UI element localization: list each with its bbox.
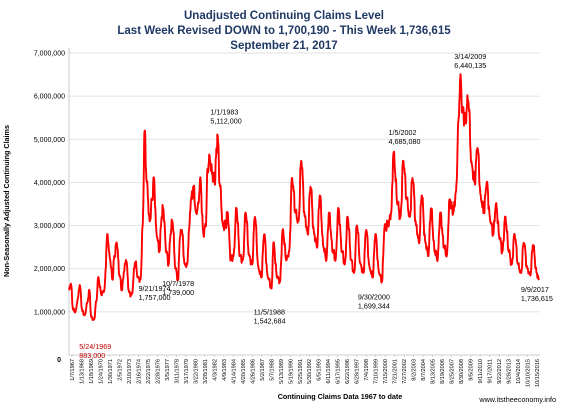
x-tick-label: 6/5/1993 [317, 359, 323, 381]
series-line [68, 73, 540, 322]
x-tick-label: 4/26/1986 [250, 359, 256, 384]
x-tick-label: 4/9/1983 [222, 359, 228, 381]
y-tick-label: 1,000,000 [34, 309, 65, 316]
x-tick-label: 3/11/1978 [174, 359, 180, 383]
annotation-date: 10/7/1978 [162, 279, 194, 288]
x-tick-label: 8/2/2003 [412, 359, 418, 381]
x-tick-label: 3/28/1981 [203, 359, 209, 384]
annotation-value: 5,112,000 [210, 116, 241, 125]
x-tick-label: 8/7/2004 [421, 359, 427, 381]
annotation-date: 9/9/2017 [521, 285, 549, 294]
x-tick-label: 5/13/1989 [279, 359, 285, 384]
x-tick-label: 7/27/2002 [402, 359, 408, 384]
x-tick-label: 4/14/1984 [231, 359, 237, 384]
x-tick-label: 8/19/2006 [440, 359, 446, 384]
x-tick-label: 2/28/1976 [155, 359, 161, 384]
x-tick-label: 9/17/2011 [488, 359, 494, 383]
annotation-value: 1,739,000 [162, 288, 194, 297]
y-tick-label: 3,000,000 [34, 223, 65, 230]
x-tick-label: 9/28/2013 [507, 359, 513, 384]
x-tick-label: 9/5/2009 [469, 359, 475, 381]
x-tick-label: 5/2/1987 [260, 359, 266, 381]
x-tick-label: 5/30/1992 [307, 359, 313, 384]
x-tick-label: 1/7/1967 [70, 359, 76, 381]
x-tick-label: 7/4/1998 [364, 359, 370, 381]
x-tick-label: 2/16/1974 [136, 359, 142, 384]
x-tick-label: 4/20/1985 [241, 359, 247, 384]
annotation-value: 883,000 [79, 351, 105, 360]
y-tick-label: 4,000,000 [34, 180, 65, 187]
chart-title-line-1: Unadjusted Continuing Claims Level [184, 10, 384, 22]
x-axis-title: Continuing Claims Data 1967 to date [278, 392, 403, 401]
annotation-date: 5/24/1969 [79, 342, 111, 351]
x-tick-label: 3/22/1980 [193, 359, 199, 384]
annotation-date: 3/14/2009 [454, 52, 486, 61]
x-tick-label: 1/24/1970 [98, 359, 104, 384]
credit-text: www.itstheeconomy.info [478, 395, 556, 404]
x-tick-label: 7/21/2001 [393, 359, 399, 384]
x-tick-label: 10/15/2016 [535, 359, 541, 387]
annotation-value: 4,685,080 [389, 137, 421, 146]
zero-label: 0 [57, 357, 61, 364]
x-tick-label: 6/22/1996 [345, 359, 351, 384]
x-tick-label: 7/10/1999 [374, 359, 380, 384]
y-tick-label: 7,000,000 [34, 51, 65, 58]
x-tick-label: 2/10/1973 [127, 359, 133, 384]
x-tick-label: 10/10/2015 [526, 359, 532, 387]
x-tick-label: 3/17/1979 [184, 359, 190, 384]
annotation-value: 1,757,000 [139, 293, 171, 302]
x-tick-label: 9/22/2012 [497, 359, 503, 384]
annotation-value: 1,542,684 [254, 316, 286, 325]
x-tick-label: 6/11/1994 [326, 359, 332, 383]
x-tick-label: 6/17/1995 [336, 359, 342, 384]
x-tick-label: 9/11/2010 [478, 359, 484, 383]
x-tick-label: 5/25/1991 [298, 359, 304, 384]
annotation-date: 11/5/1988 [254, 307, 285, 316]
annotation-date: 1/1/1983 [210, 107, 238, 116]
y-axis-title: Non-Seasonally Adjusted Continuing Claim… [2, 125, 11, 277]
y-axis-ticks: 1,000,000 2,000,000 3,000,000 4,000,000 5,00… [34, 51, 65, 317]
x-tick-label: 5/7/1988 [269, 359, 275, 381]
y-tick-label: 6,000,000 [34, 94, 65, 101]
gridlines [69, 52, 540, 313]
x-axis-ticks: 1/7/1967 1/13/1968 1/18/1969 1/24/1970 1/30/… [70, 355, 541, 387]
y-tick-label: 5,000,000 [34, 137, 65, 144]
x-tick-label: 5/19/1990 [288, 359, 294, 384]
x-tick-label: 3/5/1977 [165, 359, 171, 381]
series-group [68, 73, 540, 322]
x-tick-label: 2/5/1972 [117, 359, 123, 381]
annotation-date: 9/21/1974 [139, 284, 171, 293]
x-tick-label: 1/18/1969 [89, 359, 95, 384]
chart-title-line-2: Last Week Revised DOWN to 1,700,190 - Th… [117, 25, 451, 37]
annotation-date: 1/5/2002 [389, 128, 417, 137]
x-tick-label: 2/22/1975 [146, 359, 152, 384]
annotation-value: 1,736,615 [521, 294, 553, 303]
annotation-value: 6,440,135 [454, 61, 486, 70]
annotation-value: 1,699,344 [358, 302, 390, 311]
annotation-date: 9/30/2000 [358, 293, 390, 302]
x-tick-label: 7/15/2000 [383, 359, 389, 384]
x-tick-label: 8/30/2008 [459, 359, 465, 384]
x-tick-label: 1/30/1971 [108, 359, 114, 384]
x-tick-label: 6/28/1997 [355, 359, 361, 384]
x-tick-label: 10/4/2014 [516, 359, 522, 384]
x-tick-label: 8/25/2007 [450, 359, 456, 384]
chart-title-line-3: September 21, 2017 [230, 40, 337, 52]
x-tick-label: 8/13/2005 [431, 359, 437, 384]
y-tick-label: 2,000,000 [34, 266, 65, 273]
x-tick-label: 1/13/1968 [79, 359, 85, 384]
x-tick-label: 4/3/1982 [212, 359, 218, 381]
